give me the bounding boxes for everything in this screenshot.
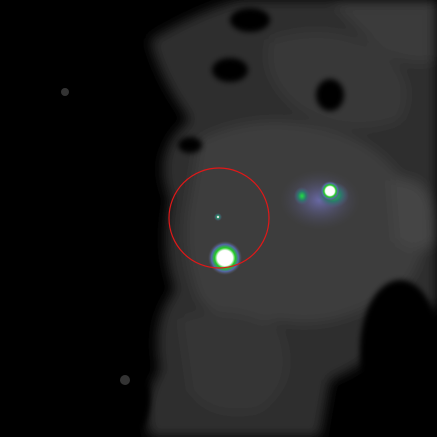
source bbox=[294, 187, 310, 205]
faint-spot bbox=[120, 375, 130, 385]
dark-gaps bbox=[90, 8, 437, 437]
region-circle bbox=[168, 167, 270, 269]
faint-spot bbox=[61, 88, 69, 96]
bright-source bbox=[208, 241, 242, 275]
faint-source-core bbox=[216, 215, 220, 219]
source bbox=[320, 181, 340, 201]
